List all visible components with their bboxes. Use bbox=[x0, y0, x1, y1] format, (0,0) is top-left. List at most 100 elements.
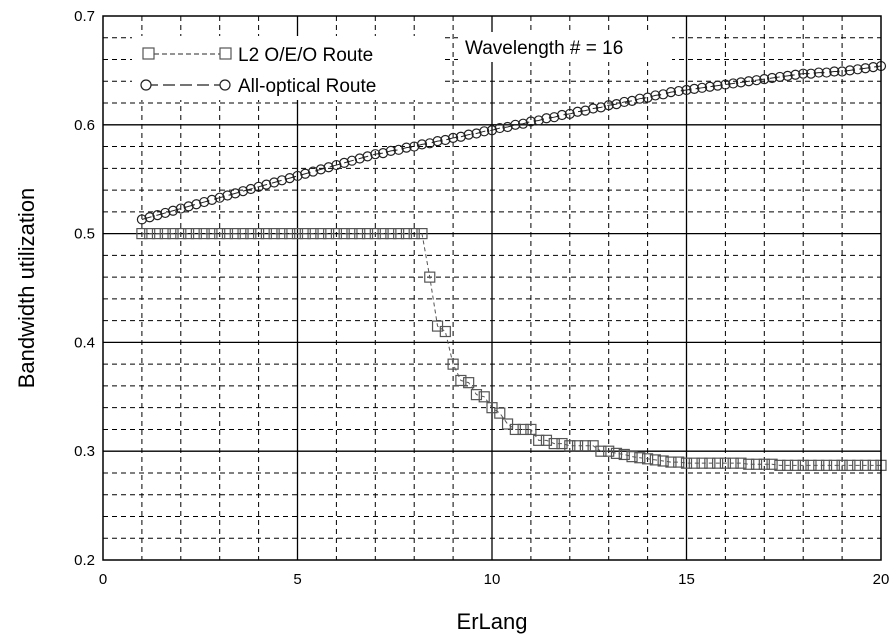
data-point-square bbox=[774, 459, 786, 471]
data-point-circle bbox=[144, 212, 155, 223]
data-point-square bbox=[291, 228, 304, 240]
data-point-circle bbox=[868, 62, 879, 73]
data-point-square bbox=[276, 228, 288, 240]
data-point-circle bbox=[385, 145, 396, 157]
data-point-square bbox=[268, 228, 280, 240]
data-point-circle bbox=[790, 69, 801, 80]
data-point-circle bbox=[673, 85, 684, 97]
data-point-circle bbox=[494, 122, 505, 134]
data-point-square bbox=[859, 459, 872, 471]
data-point-square bbox=[533, 434, 545, 446]
data-point-square bbox=[206, 228, 218, 240]
data-point-square bbox=[750, 458, 763, 470]
data-point-square bbox=[151, 228, 164, 240]
data-point-square bbox=[805, 459, 817, 471]
data-point-circle bbox=[541, 113, 552, 124]
annotation-box bbox=[458, 32, 672, 62]
plot-frame bbox=[102, 15, 882, 561]
y-tick-label: 0.2 bbox=[74, 552, 95, 569]
data-point-circle bbox=[720, 79, 731, 90]
data-point-circle bbox=[642, 92, 653, 103]
data-point-square bbox=[743, 458, 755, 470]
data-point-square bbox=[424, 271, 436, 283]
legend-box bbox=[132, 36, 444, 100]
legend-marker-square bbox=[142, 47, 155, 60]
data-point-square bbox=[626, 451, 638, 463]
data-point-square bbox=[813, 459, 825, 471]
data-point-circle bbox=[611, 99, 622, 110]
data-point-circle bbox=[284, 173, 295, 184]
data-point-circle bbox=[580, 105, 591, 116]
data-point-circle bbox=[471, 128, 482, 139]
y-tick-label: 0.4 bbox=[74, 334, 95, 351]
data-point-square bbox=[548, 437, 560, 450]
data-point-circle bbox=[354, 153, 365, 164]
data-point-circle bbox=[798, 68, 809, 79]
data-point-square bbox=[447, 358, 459, 370]
data-point-square bbox=[463, 377, 475, 389]
y-tick-labels: 0.2 0.3 0.4 0.5 0.6 0.7 bbox=[74, 8, 95, 569]
x-tick-label: 5 bbox=[293, 571, 301, 588]
data-point-square bbox=[797, 459, 809, 471]
data-point-circle bbox=[774, 71, 785, 83]
data-point-circle bbox=[300, 168, 311, 179]
data-point-square bbox=[618, 448, 630, 461]
data-point-circle bbox=[331, 159, 342, 171]
data-point-circle bbox=[844, 65, 855, 76]
series-l2-oeo bbox=[136, 228, 887, 471]
data-point-circle bbox=[782, 70, 793, 81]
data-point-square bbox=[735, 457, 747, 469]
data-point-circle bbox=[486, 125, 498, 136]
data-point-circle bbox=[440, 134, 451, 146]
data-point-square bbox=[299, 228, 311, 240]
data-point-circle bbox=[759, 74, 770, 85]
data-point-square bbox=[175, 228, 187, 240]
data-point-square bbox=[284, 228, 296, 240]
data-point-circle bbox=[689, 83, 700, 94]
data-point-square bbox=[354, 228, 366, 240]
data-point-square bbox=[408, 228, 420, 240]
data-point-circle bbox=[735, 77, 747, 88]
data-point-circle bbox=[377, 147, 389, 159]
x-axis-title: ErLang bbox=[457, 609, 528, 634]
data-point-square bbox=[167, 228, 179, 240]
data-point-square bbox=[260, 228, 272, 240]
data-point-circle bbox=[626, 95, 638, 106]
data-point-circle bbox=[829, 66, 840, 77]
data-point-circle bbox=[805, 68, 817, 79]
data-point-circle bbox=[696, 82, 708, 93]
data-point-square bbox=[634, 452, 646, 464]
data-point-square bbox=[144, 228, 156, 240]
data-point-square bbox=[237, 228, 249, 240]
data-point-circle bbox=[852, 64, 863, 75]
legend-label-all-optical: All-optical Route bbox=[238, 76, 376, 97]
x-tick-label: 0 bbox=[99, 571, 107, 588]
legend-entry-all-optical bbox=[140, 79, 231, 91]
data-point-square bbox=[377, 228, 389, 240]
data-point-square bbox=[782, 459, 794, 471]
data-point-square bbox=[400, 228, 413, 240]
data-point-square bbox=[540, 434, 553, 446]
data-point-square bbox=[416, 228, 428, 240]
data-point-circle bbox=[401, 142, 412, 153]
data-point-circle bbox=[183, 201, 194, 212]
data-point-square bbox=[393, 228, 405, 240]
data-point-circle bbox=[704, 81, 715, 92]
data-point-circle bbox=[813, 67, 824, 78]
data-point-square bbox=[649, 454, 661, 466]
x-tick-labels: 0 5 10 15 20 bbox=[99, 571, 890, 588]
data-point-square bbox=[595, 445, 607, 457]
data-point-circle bbox=[533, 115, 544, 126]
data-point-circle bbox=[261, 179, 272, 190]
data-point-circle bbox=[206, 194, 218, 205]
x-tick-label: 15 bbox=[678, 571, 695, 588]
data-point-circle bbox=[136, 214, 147, 225]
data-point-square bbox=[696, 457, 708, 469]
data-point-square bbox=[789, 459, 802, 471]
data-point-square bbox=[136, 228, 148, 240]
legend-entry-l2-oeo bbox=[142, 47, 232, 60]
major-grid bbox=[103, 16, 881, 560]
y-tick-label: 0.5 bbox=[74, 226, 95, 243]
data-point-square bbox=[719, 457, 732, 469]
